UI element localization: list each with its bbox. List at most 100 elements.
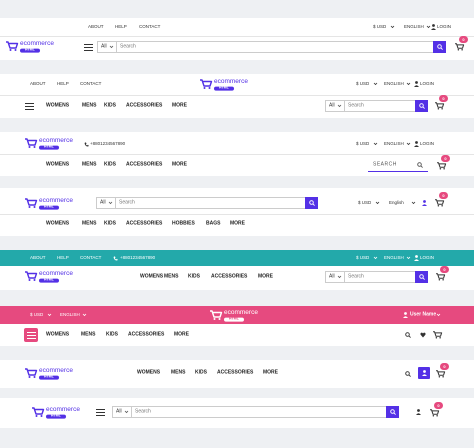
user-icon[interactable] <box>421 370 427 376</box>
nav-link[interactable]: KIDS <box>188 273 200 280</box>
nav-link[interactable]: WOMENS <box>140 273 164 280</box>
category-select[interactable]: All <box>329 102 335 109</box>
search-button[interactable] <box>386 406 399 418</box>
cart-icon[interactable] <box>455 43 467 53</box>
nav-link[interactable]: MENS <box>171 369 186 376</box>
nav-link[interactable]: MENS <box>82 102 97 109</box>
search-icon[interactable] <box>389 409 396 415</box>
top-link[interactable]: ABOUT <box>30 80 46 86</box>
menu-icon[interactable] <box>26 331 36 339</box>
search-button[interactable] <box>305 197 318 209</box>
currency-select[interactable]: $ USD <box>356 254 370 260</box>
currency-select[interactable]: $ USD <box>30 311 44 317</box>
search-input[interactable]: Search <box>119 199 135 206</box>
nav-link[interactable]: ACCESSORIES <box>128 331 165 338</box>
search-input[interactable]: Search <box>120 43 136 50</box>
user-icon[interactable] <box>422 200 427 206</box>
top-link[interactable]: ABOUT <box>30 254 46 260</box>
nav-link[interactable]: MORE <box>263 369 278 376</box>
nav-link[interactable]: ACCESSORIES <box>126 102 163 109</box>
login-link[interactable]: LOGIN <box>420 80 435 86</box>
currency-select[interactable]: $ USD <box>356 80 370 86</box>
user-icon[interactable] <box>403 312 408 318</box>
language-select[interactable]: ENGLISH <box>384 80 404 86</box>
cart-icon[interactable] <box>435 199 447 209</box>
search-icon[interactable] <box>418 103 425 109</box>
top-link[interactable]: ABOUT <box>88 23 104 29</box>
language-select[interactable]: English <box>389 199 404 205</box>
nav-link[interactable]: ACCESSORIES <box>217 369 254 376</box>
menu-icon[interactable] <box>25 102 34 110</box>
nav-link[interactable]: BAGS <box>206 220 221 227</box>
user-icon[interactable] <box>414 255 419 261</box>
search-button[interactable] <box>433 41 446 53</box>
nav-link[interactable]: ACCESSORIES <box>126 161 163 168</box>
nav-link[interactable]: ACCESSORIES <box>126 220 163 227</box>
login-link[interactable]: LOGIN <box>420 140 435 146</box>
nav-link[interactable]: MENS <box>81 331 96 338</box>
user-icon[interactable] <box>416 409 421 415</box>
top-link[interactable]: HELP <box>115 23 127 29</box>
nav-link[interactable]: KIDS <box>106 331 118 338</box>
language-select[interactable]: ENGLISH <box>60 311 80 317</box>
nav-link[interactable]: MENS <box>82 161 97 168</box>
language-select[interactable]: ENGLISH <box>384 140 404 146</box>
nav-link[interactable]: WOMENS <box>137 369 161 376</box>
nav-link[interactable]: WOMENS <box>46 220 70 227</box>
currency-select[interactable]: $ USD <box>358 199 372 205</box>
language-select[interactable]: ENGLISH <box>404 23 424 29</box>
user-icon[interactable] <box>431 24 436 30</box>
category-select[interactable]: All <box>100 199 106 206</box>
search-button[interactable] <box>415 100 428 112</box>
top-link[interactable]: CONTACT <box>139 23 161 29</box>
cart-icon[interactable] <box>430 409 442 419</box>
nav-link[interactable]: KIDS <box>195 369 207 376</box>
nav-link[interactable]: MORE <box>230 220 245 227</box>
search-button[interactable] <box>415 271 428 283</box>
search-box[interactable] <box>112 406 399 418</box>
menu-icon[interactable] <box>84 43 93 51</box>
currency-select[interactable]: $ USD <box>356 140 370 146</box>
login-link[interactable]: LOGIN <box>437 23 452 29</box>
language-select[interactable]: ENGLISH <box>384 254 404 260</box>
user-icon[interactable] <box>414 141 419 147</box>
search-icon[interactable] <box>405 332 411 338</box>
nav-link[interactable]: MORE <box>258 273 273 280</box>
nav-link[interactable]: WOMENS <box>46 102 70 109</box>
cart-icon[interactable] <box>433 331 445 341</box>
nav-link[interactable]: MENS <box>164 273 179 280</box>
cart-icon[interactable] <box>436 370 448 380</box>
top-link[interactable]: HELP <box>57 80 69 86</box>
nav-link[interactable]: MORE <box>172 102 187 109</box>
category-select[interactable]: All <box>329 273 335 280</box>
search-input[interactable]: Search <box>135 408 151 415</box>
wishlist-icon[interactable] <box>420 332 426 338</box>
cart-icon[interactable] <box>437 162 449 172</box>
nav-link[interactable]: WOMENS <box>46 161 70 168</box>
search-icon[interactable] <box>436 44 443 50</box>
search-icon[interactable] <box>417 162 423 168</box>
search-icon[interactable] <box>405 371 411 377</box>
top-link[interactable]: CONTACT <box>80 80 102 86</box>
cart-icon[interactable] <box>435 102 447 112</box>
nav-link[interactable]: MORE <box>172 161 187 168</box>
account-button[interactable] <box>418 367 430 379</box>
search-icon[interactable] <box>308 200 315 206</box>
top-link[interactable]: CONTACT <box>80 254 102 260</box>
nav-link[interactable]: MORE <box>174 331 189 338</box>
search-input[interactable]: SEARCH <box>373 161 397 168</box>
user-name[interactable]: User Name <box>410 311 437 318</box>
menu-icon[interactable] <box>96 408 105 416</box>
nav-link[interactable]: ACCESSORIES <box>211 273 248 280</box>
cart-icon[interactable] <box>436 273 448 283</box>
nav-link[interactable]: MENS <box>82 220 97 227</box>
nav-link[interactable]: KIDS <box>104 220 116 227</box>
category-select[interactable]: All <box>101 43 107 50</box>
nav-link[interactable]: KIDS <box>104 102 116 109</box>
user-icon[interactable] <box>414 81 419 87</box>
category-select[interactable]: All <box>116 408 122 415</box>
top-link[interactable]: HELP <box>57 254 69 260</box>
search-box[interactable] <box>97 41 446 53</box>
nav-link[interactable]: HOBBIES <box>172 220 195 227</box>
nav-link[interactable]: WOMENS <box>46 331 70 338</box>
